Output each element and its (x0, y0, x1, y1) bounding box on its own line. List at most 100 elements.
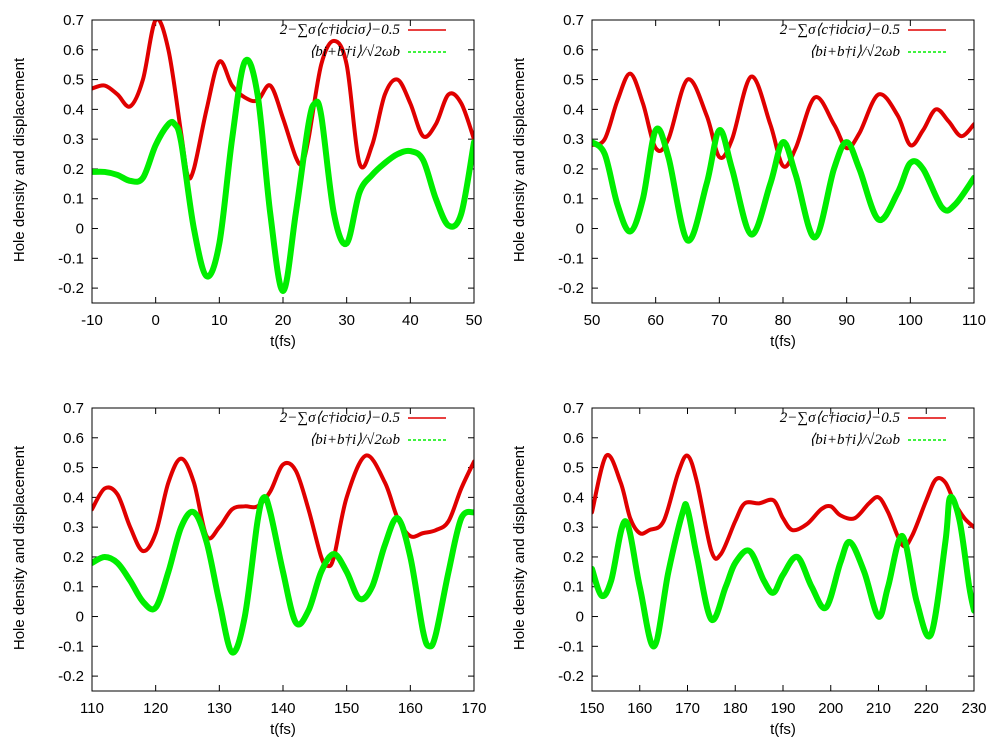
y-tick-label: 0.7 (563, 12, 584, 29)
legend: 2−∑σ⟨c†iσciσ⟩−0.5 ⟨bi+b†i⟩/√2ωb (280, 410, 446, 448)
y-tick-label: 0.6 (63, 42, 84, 59)
legend-label-displacement: ⟨bi+b†i⟩/√2ωb (309, 432, 400, 448)
x-tick-label: 20 (275, 312, 292, 329)
y-tick-label: 0.4 (63, 101, 84, 118)
series-displacement-line (92, 494, 474, 656)
x-tick-label: 210 (866, 700, 891, 717)
x-tick-label: 80 (775, 312, 792, 329)
x-tick-label: 220 (914, 700, 939, 717)
y-tick-label: -0.1 (558, 638, 584, 655)
plot-frame (91, 407, 475, 692)
legend-label-displacement: ⟨bi+b†i⟩/√2ωb (809, 44, 900, 60)
y-axis-label: Hole density and displacement (11, 445, 28, 650)
plot-area: 110 120 130 140 150 160 170 -0.2 -0.1 0 0.1 0.2 0.3 0… (58, 400, 486, 717)
y-tick-label: 0.5 (63, 460, 84, 477)
y-tick-label: -0.2 (558, 668, 584, 685)
series-group (592, 71, 974, 244)
series-displacement-line (592, 493, 974, 650)
x-tick-label: 150 (334, 700, 359, 717)
y-tick-label: 0.5 (563, 72, 584, 89)
plot-area: -10 0 10 20 30 40 50 -0.2 -0.1 0 0.1 0.2 0.3 0.4 0.5 0.… (58, 12, 482, 329)
legend-label-displacement: ⟨bi+b†i⟩/√2ωb (309, 44, 400, 60)
x-tick-label: 60 (647, 312, 664, 329)
x-tick-label: 0 (151, 312, 159, 329)
x-tick-label: 130 (207, 700, 232, 717)
y-tick-label: 0.7 (563, 400, 584, 417)
series-group (92, 453, 474, 656)
y-tick-label: 0 (76, 609, 84, 626)
y-tick-label: 0.1 (563, 191, 584, 208)
y-tick-label: -0.1 (58, 638, 84, 655)
y-tick-label: 0.2 (563, 161, 584, 178)
plot-frame (91, 19, 475, 304)
panel-top-right: Hole density and displacement t(fs) 50 60… (511, 12, 986, 350)
y-tick-label: 0.6 (563, 42, 584, 59)
x-tick-label: 230 (961, 700, 986, 717)
y-tick-label: 0 (576, 609, 584, 626)
series-group (592, 452, 974, 650)
series-hole-density-line (92, 453, 474, 569)
x-tick-label: 110 (80, 700, 104, 717)
y-tick-label: 0.4 (63, 489, 84, 506)
x-tick-label: 180 (723, 700, 748, 717)
plot-frame (591, 407, 975, 692)
series-hole-density-line (92, 20, 474, 181)
y-axis-label: Hole density and displacement (11, 57, 28, 262)
x-tick-label: 160 (627, 700, 652, 717)
x-tick-label: 70 (711, 312, 728, 329)
plot-frame (591, 19, 975, 304)
x-axis-label: t(fs) (270, 333, 296, 350)
x-tick-label: 120 (143, 700, 168, 717)
legend-label-displacement: ⟨bi+b†i⟩/√2ωb (809, 432, 900, 448)
y-tick-label: 0.6 (63, 430, 84, 447)
series-hole-density-line (592, 71, 974, 169)
legend: 2−∑σ⟨c†iσciσ⟩−0.5 ⟨bi+b†i⟩/√2ωb (780, 22, 946, 60)
y-tick-label: 0.3 (63, 519, 84, 536)
x-tick-label: 90 (838, 312, 855, 329)
y-tick-label: 0.6 (563, 430, 584, 447)
y-tick-label: 0.7 (63, 12, 84, 29)
x-tick-label: 10 (211, 312, 228, 329)
legend: 2−∑σ⟨c†iσciσ⟩−0.5 ⟨bi+b†i⟩/√2ωb (280, 22, 446, 60)
y-tick-label: 0.1 (563, 579, 584, 596)
y-tick-label: 0 (76, 221, 84, 238)
legend-label-hole: 2−∑σ⟨c†iσciσ⟩−0.5 (780, 410, 901, 426)
y-tick-label: 0.3 (63, 131, 84, 148)
x-tick-label: 170 (675, 700, 700, 717)
y-tick-label: 0.4 (563, 101, 584, 118)
legend-label-hole: 2−∑σ⟨c†iσciσ⟩−0.5 (780, 22, 901, 38)
x-tick-label: 160 (398, 700, 423, 717)
x-tick-label: 150 (579, 700, 604, 717)
plot-area: 50 60 70 80 90 100 110 -0.2 -0.1 0 0.1 0.2 0.3 0.4 0.5… (558, 12, 986, 329)
x-tick-label: 30 (338, 312, 355, 329)
y-tick-label: 0.1 (63, 191, 84, 208)
x-axis-label: t(fs) (770, 333, 796, 350)
panel-bottom-left: Hole density and displacement t(fs) 110 1… (11, 400, 487, 738)
legend-label-hole: 2−∑σ⟨c†iσciσ⟩−0.5 (280, 410, 401, 426)
y-tick-label: 0.5 (563, 460, 584, 477)
y-axis-label: Hole density and displacement (511, 57, 528, 262)
panel-bottom-right: Hole density and displacement t(fs) 150 1… (511, 400, 987, 738)
x-tick-label: 170 (461, 700, 486, 717)
y-tick-label: -0.1 (58, 250, 84, 267)
panel-top-left: Hole density and displacement t(fs) -10 0… (11, 12, 482, 350)
x-axis-label: t(fs) (770, 721, 796, 738)
legend: 2−∑σ⟨c†iσciσ⟩−0.5 ⟨bi+b†i⟩/√2ωb (780, 410, 946, 448)
x-axis-label: t(fs) (270, 721, 296, 738)
series-displacement-line (92, 56, 474, 295)
y-tick-label: 0.5 (63, 72, 84, 89)
y-tick-label: 0.4 (563, 489, 584, 506)
y-axis-label: Hole density and displacement (511, 445, 528, 650)
x-tick-label: 100 (898, 312, 923, 329)
x-tick-label: 110 (962, 312, 986, 329)
series-hole-density-line (592, 452, 974, 561)
x-tick-label: 40 (402, 312, 419, 329)
y-tick-label: 0.2 (63, 161, 84, 178)
x-tick-label: 200 (818, 700, 843, 717)
x-tick-label: 50 (466, 312, 483, 329)
y-tick-label: 0.2 (63, 549, 84, 566)
y-tick-label: -0.2 (558, 280, 584, 297)
x-tick-label: 190 (770, 700, 795, 717)
y-tick-label: 0.1 (63, 579, 84, 596)
